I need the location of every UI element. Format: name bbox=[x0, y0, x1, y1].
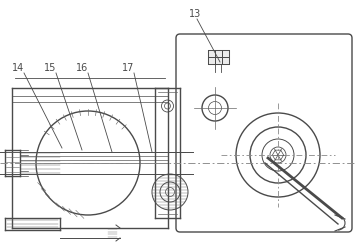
Text: 13: 13 bbox=[189, 9, 201, 19]
Text: 17: 17 bbox=[122, 63, 134, 73]
Text: 14: 14 bbox=[12, 63, 24, 73]
Text: 15: 15 bbox=[44, 63, 56, 73]
Text: 16: 16 bbox=[76, 63, 88, 73]
